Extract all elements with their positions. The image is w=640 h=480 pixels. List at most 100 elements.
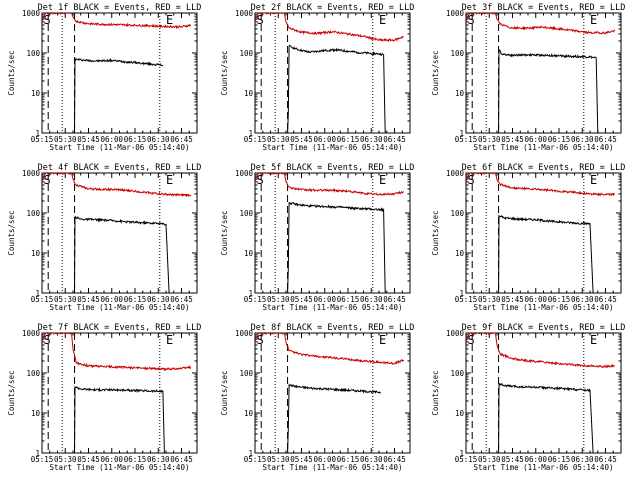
y-tick-label: 1 bbox=[248, 289, 253, 298]
x-axis-label: Start Time (11-Mar-06 05:14:40) bbox=[263, 303, 403, 312]
panel-title: Det 7f BLACK = Events, RED = LLD bbox=[38, 323, 202, 333]
x-tick-label: 05:30 bbox=[267, 455, 290, 464]
y-tick-label: 100 bbox=[450, 49, 464, 58]
marker-s: S bbox=[44, 13, 51, 27]
x-tick-label: 06:30 bbox=[147, 455, 170, 464]
marker-e: E bbox=[166, 173, 173, 187]
x-tick-label: 05:30 bbox=[54, 295, 77, 304]
y-tick-label: 100 bbox=[239, 209, 253, 218]
y-tick-label: 1 bbox=[459, 129, 464, 138]
panel-title: Det 3f BLACK = Events, RED = LLD bbox=[462, 3, 626, 13]
x-tick-label: 06:00 bbox=[313, 455, 336, 464]
x-tick-label: 05:45 bbox=[290, 295, 313, 304]
x-tick-label: 05:30 bbox=[478, 455, 501, 464]
x-tick-label: 06:45 bbox=[383, 135, 406, 144]
detector-panel-9: Det 9f BLACK = Events, RED = LLD 1 10 100 10… bbox=[431, 323, 625, 472]
x-tick-label: 06:15 bbox=[337, 135, 360, 144]
panel-title: Det 8f BLACK = Events, RED = LLD bbox=[251, 323, 415, 333]
series-line-lld bbox=[255, 13, 404, 43]
marker-e: E bbox=[166, 333, 173, 347]
series-line-events bbox=[498, 382, 594, 453]
x-tick-label: 06:15 bbox=[548, 295, 571, 304]
x-axis-label: Start Time (11-Mar-06 05:14:40) bbox=[50, 303, 190, 312]
panel-title: Det 6f BLACK = Events, RED = LLD bbox=[462, 163, 626, 173]
plot-frame bbox=[465, 172, 622, 294]
y-axis-label: Counts/sec bbox=[7, 370, 16, 415]
x-tick-label: 06:00 bbox=[100, 455, 123, 464]
x-tick-label: 05:15 bbox=[31, 455, 54, 464]
x-tick-label: 05:30 bbox=[54, 455, 77, 464]
marker-s: S bbox=[44, 333, 51, 347]
x-tick-label: 05:15 bbox=[31, 295, 54, 304]
x-tick-label: 06:30 bbox=[147, 295, 170, 304]
series-line-events bbox=[74, 57, 164, 133]
marker-s: S bbox=[257, 13, 264, 27]
y-tick-label: 10 bbox=[31, 409, 41, 418]
plot-frame bbox=[41, 332, 198, 454]
panel-title: Det 5f BLACK = Events, RED = LLD bbox=[251, 163, 415, 173]
x-tick-label: 06:45 bbox=[594, 295, 617, 304]
y-axis-label: Counts/sec bbox=[220, 50, 229, 95]
x-tick-label: 06:30 bbox=[571, 295, 594, 304]
series-line-events bbox=[74, 385, 165, 453]
y-tick-label: 1000 bbox=[22, 329, 41, 338]
x-tick-label: 06:45 bbox=[594, 135, 617, 144]
x-tick-label: 06:00 bbox=[100, 295, 123, 304]
detector-panel-2: Det 2f BLACK = Events, RED = LLD 1 10 100 10… bbox=[220, 3, 414, 152]
x-tick-label: 06:15 bbox=[548, 135, 571, 144]
marker-e: E bbox=[590, 333, 597, 347]
y-tick-label: 1 bbox=[35, 449, 40, 458]
x-tick-label: 06:45 bbox=[594, 455, 617, 464]
x-axis-label: Start Time (11-Mar-06 05:14:40) bbox=[474, 303, 614, 312]
series-line-lld bbox=[255, 173, 404, 197]
marker-e: E bbox=[590, 173, 597, 187]
x-tick-label: 05:15 bbox=[244, 295, 267, 304]
x-tick-label: 05:15 bbox=[455, 135, 478, 144]
y-tick-label: 100 bbox=[239, 49, 253, 58]
x-tick-label: 06:30 bbox=[360, 135, 383, 144]
x-tick-label: 06:30 bbox=[360, 455, 383, 464]
x-tick-label: 05:15 bbox=[31, 135, 54, 144]
series-line-lld bbox=[466, 333, 616, 369]
series-line-events bbox=[498, 214, 594, 293]
marker-e: E bbox=[166, 13, 173, 27]
detector-panel-5: Det 5f BLACK = Events, RED = LLD 1 10 100 10… bbox=[220, 163, 414, 312]
x-tick-label: 05:45 bbox=[290, 135, 313, 144]
x-tick-label: 06:45 bbox=[383, 455, 406, 464]
x-tick-label: 06:45 bbox=[170, 455, 193, 464]
y-axis-label: Counts/sec bbox=[220, 210, 229, 255]
marker-s: S bbox=[468, 13, 475, 27]
x-axis-label: Start Time (11-Mar-06 05:14:40) bbox=[50, 143, 190, 152]
x-tick-label: 06:15 bbox=[337, 455, 360, 464]
panel-title: Det 4f BLACK = Events, RED = LLD bbox=[38, 163, 202, 173]
y-tick-label: 1000 bbox=[446, 169, 465, 178]
y-axis-label: Counts/sec bbox=[431, 50, 440, 95]
x-tick-label: 06:30 bbox=[571, 455, 594, 464]
marker-s: S bbox=[468, 333, 475, 347]
x-tick-label: 05:45 bbox=[290, 455, 313, 464]
series-line-lld bbox=[466, 13, 616, 35]
plot-frame bbox=[41, 12, 198, 134]
x-tick-label: 05:30 bbox=[478, 295, 501, 304]
x-tick-label: 06:00 bbox=[100, 135, 123, 144]
y-tick-label: 1000 bbox=[235, 169, 254, 178]
series-line-events bbox=[498, 48, 599, 133]
detector-panel-4: Det 4f BLACK = Events, RED = LLD 1 10 100 10… bbox=[7, 163, 201, 312]
x-axis-label: Start Time (11-Mar-06 05:14:40) bbox=[50, 463, 190, 472]
x-tick-label: 05:30 bbox=[267, 295, 290, 304]
marker-e: E bbox=[379, 13, 386, 27]
y-tick-label: 1 bbox=[459, 289, 464, 298]
x-tick-label: 06:45 bbox=[170, 295, 193, 304]
plot-frame bbox=[465, 332, 622, 454]
series-line-events bbox=[287, 202, 386, 293]
marker-e: E bbox=[379, 333, 386, 347]
x-tick-label: 05:45 bbox=[501, 455, 524, 464]
y-tick-label: 10 bbox=[244, 89, 254, 98]
x-tick-label: 06:30 bbox=[571, 135, 594, 144]
plot-frame bbox=[254, 12, 411, 134]
x-tick-label: 06:15 bbox=[548, 455, 571, 464]
x-axis-label: Start Time (11-Mar-06 05:14:40) bbox=[263, 463, 403, 472]
y-tick-label: 10 bbox=[455, 89, 465, 98]
x-tick-label: 06:45 bbox=[170, 135, 193, 144]
